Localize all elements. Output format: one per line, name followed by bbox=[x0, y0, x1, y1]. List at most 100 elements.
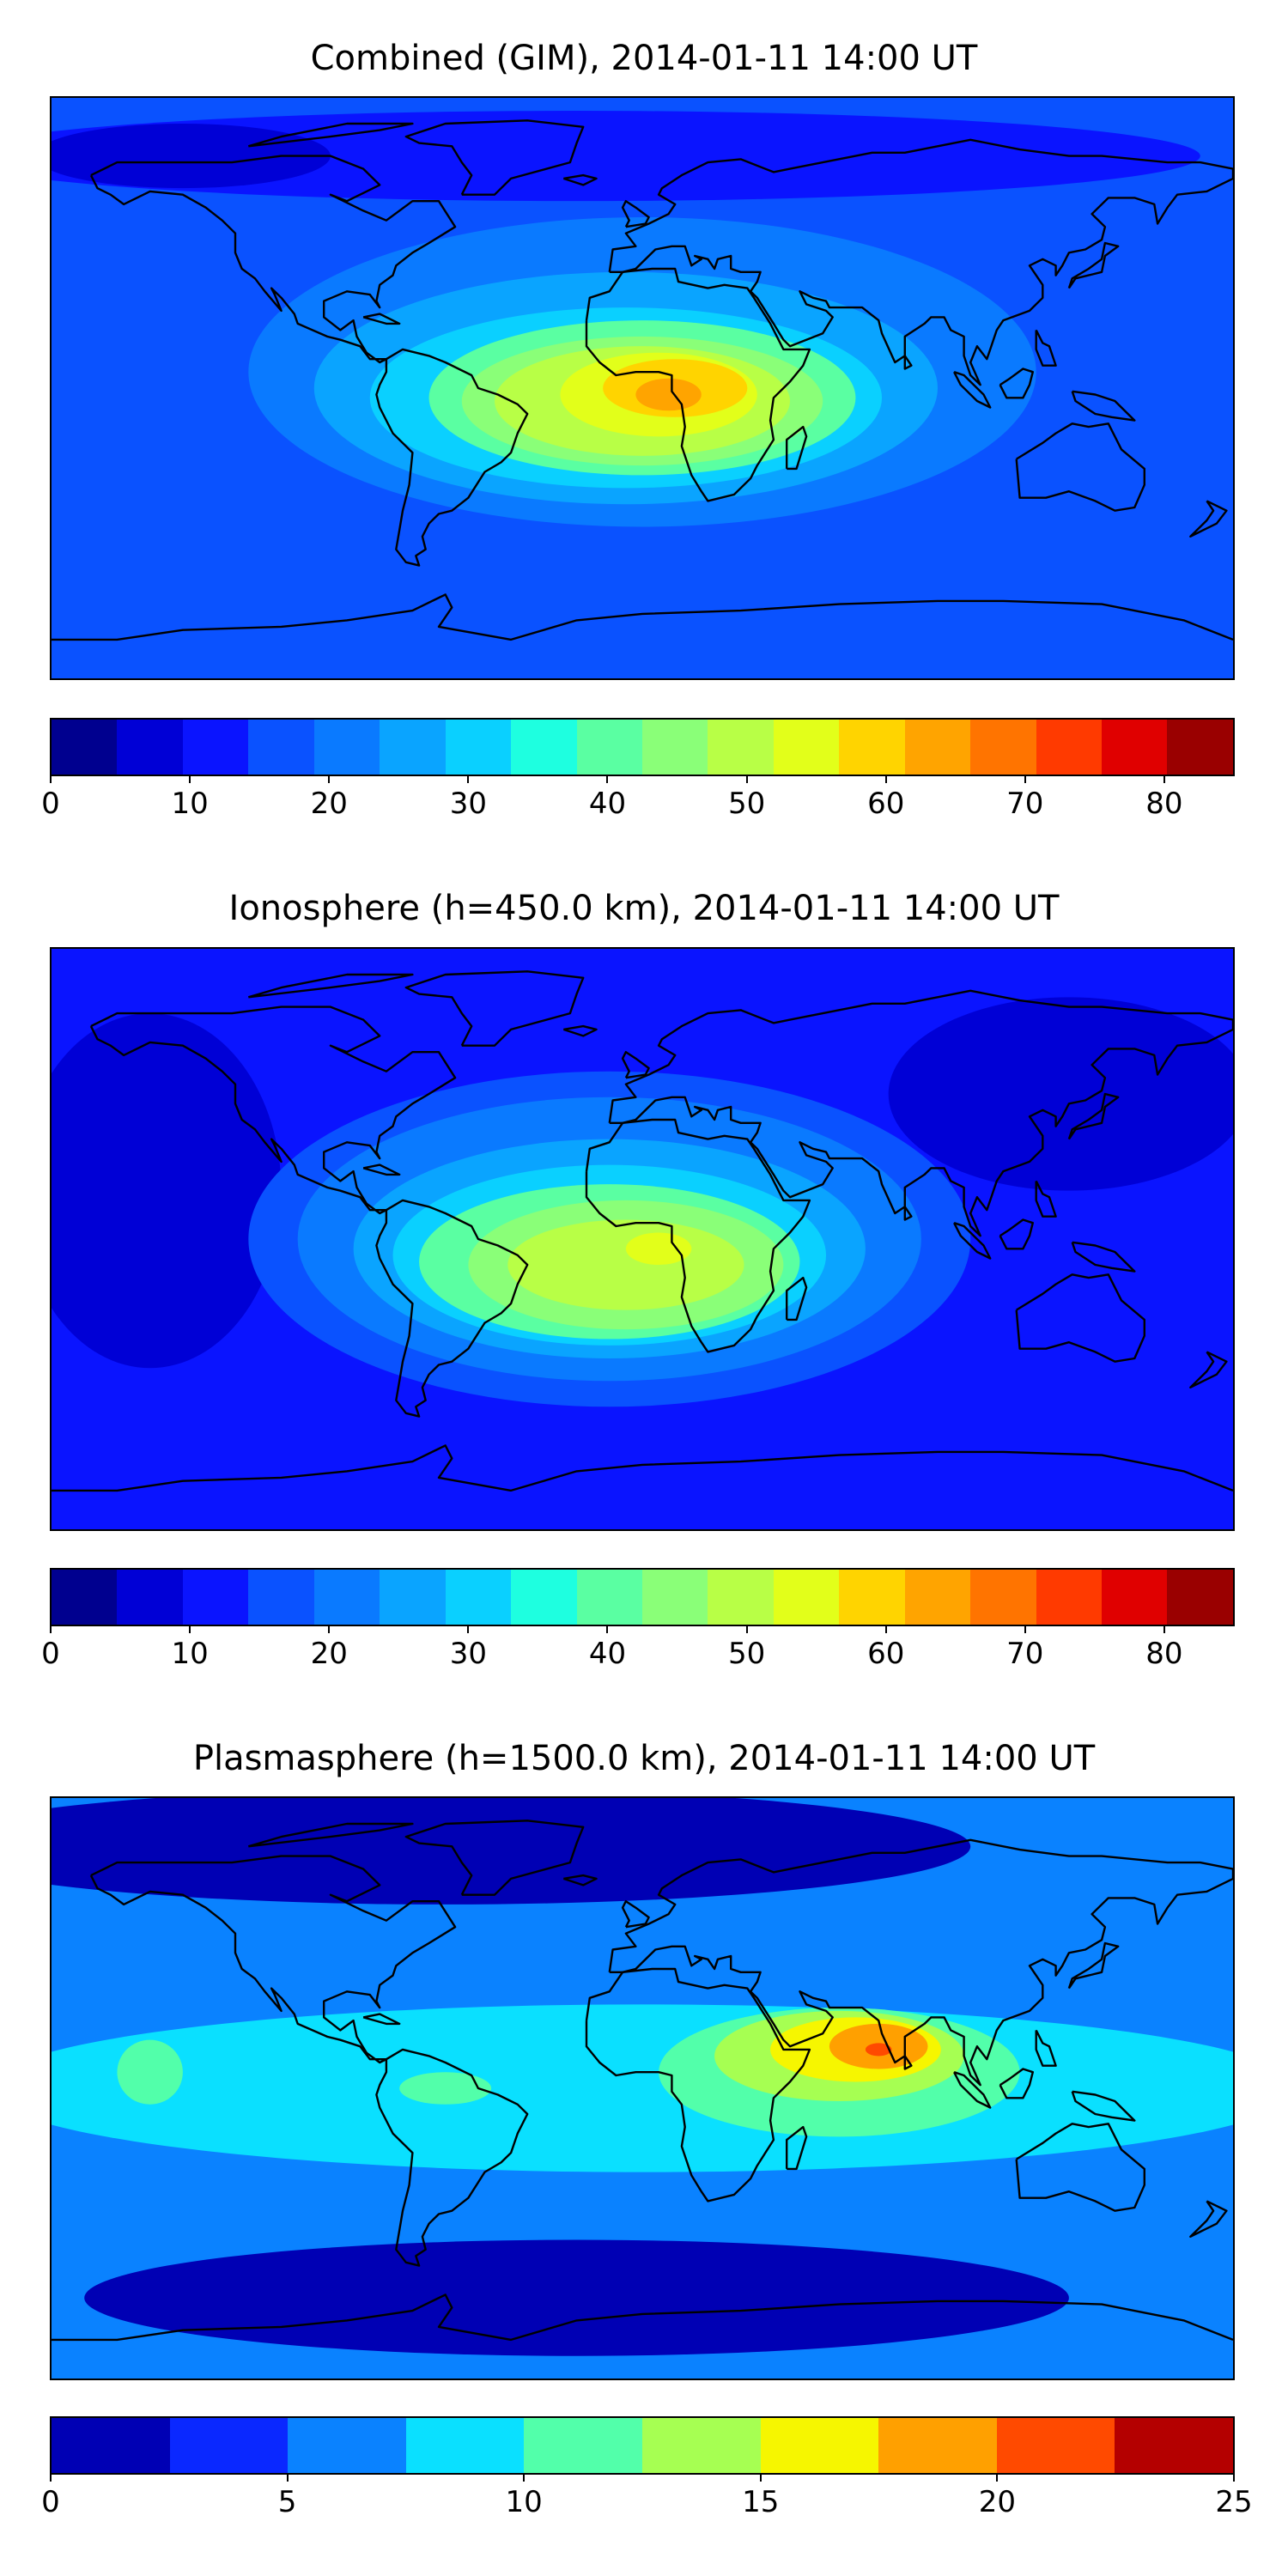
coastline-antarctica bbox=[52, 593, 1233, 641]
colorbar-segment bbox=[288, 2418, 406, 2473]
coastline-europe-asia bbox=[608, 989, 1233, 1237]
coastline-new-zealand bbox=[1189, 1351, 1228, 1388]
coastline-japan bbox=[1067, 1941, 1120, 1990]
coastline-sri-lanka bbox=[903, 1206, 913, 1221]
coastline-new-zealand bbox=[1189, 2200, 1228, 2238]
contour-level-7_5 bbox=[52, 2004, 1233, 2172]
colorbar-segment bbox=[445, 720, 512, 775]
coastline-new-guinea bbox=[1071, 1241, 1136, 1273]
colorbar-segment bbox=[1102, 1570, 1168, 1625]
coastline-antarctica bbox=[52, 2293, 1233, 2342]
colorbar-tick bbox=[1024, 775, 1026, 783]
colorbar-tick bbox=[759, 2473, 762, 2482]
colorbar-segment bbox=[1102, 720, 1168, 775]
colorbar-segment bbox=[641, 1570, 708, 1625]
coastlines bbox=[52, 1820, 1233, 2342]
coastline-cuba bbox=[362, 1163, 401, 1176]
colorbar-tick bbox=[467, 775, 470, 783]
colorbar-segment bbox=[182, 720, 249, 775]
map-canvas bbox=[52, 98, 1233, 678]
coastline-north-america bbox=[89, 155, 457, 364]
colorbar-segment bbox=[970, 720, 1036, 775]
coastlines bbox=[52, 119, 1233, 641]
coastline-new-zealand bbox=[1189, 500, 1228, 538]
colorbar-tick-label: 60 bbox=[867, 787, 905, 821]
coastline-europe-asia bbox=[608, 138, 1233, 386]
coastline-arctic-islands bbox=[247, 122, 414, 148]
coastline-south-america bbox=[375, 2048, 529, 2267]
coastline-philippines bbox=[1035, 1180, 1057, 1218]
coastline-philippines bbox=[1035, 2029, 1057, 2067]
coastline-madagascar bbox=[786, 2125, 808, 2171]
coastline-madagascar bbox=[786, 425, 808, 471]
coastline-greenland bbox=[404, 970, 585, 1047]
colorbar-tick-label: 20 bbox=[978, 2485, 1017, 2519]
colorbar-segment bbox=[1036, 720, 1102, 775]
coastline-arctic-islands bbox=[247, 973, 414, 999]
colorbar-tick-label: 70 bbox=[1006, 787, 1044, 821]
tec-field bbox=[52, 949, 1233, 1529]
coastline-north-america bbox=[89, 1005, 457, 1215]
coastline-philippines bbox=[1035, 329, 1057, 367]
colorbar-tick-label: 50 bbox=[727, 1637, 766, 1671]
colorbar-tick-label: 40 bbox=[588, 1637, 627, 1671]
contour-level-5 bbox=[888, 997, 1233, 1191]
colorbar-segment bbox=[313, 720, 380, 775]
colorbar-tick bbox=[189, 1625, 191, 1633]
colorbar-segment bbox=[405, 2418, 525, 2473]
coastline-iceland bbox=[562, 173, 598, 186]
colorbar-segment bbox=[511, 1570, 577, 1625]
coastline-new-guinea bbox=[1071, 390, 1136, 422]
coastline-australia bbox=[1015, 422, 1146, 512]
colorbar-ticks: 0 5 10 15 20 25 bbox=[41, 2473, 1253, 2524]
colorbar-segment bbox=[576, 720, 642, 775]
colorbar-tick-label: 50 bbox=[727, 787, 766, 821]
coastline-africa bbox=[585, 1967, 811, 2202]
coastline-new-guinea bbox=[1071, 2090, 1136, 2122]
colorbar-tick bbox=[1024, 1625, 1026, 1633]
colorbar-segment bbox=[524, 2418, 642, 2473]
colorbar-tick bbox=[50, 775, 52, 783]
colorbar-tick-label: 25 bbox=[1215, 2485, 1253, 2519]
coastline-antarctica bbox=[52, 1444, 1233, 1492]
coastline-iceland bbox=[562, 1024, 598, 1037]
colorbar-segment bbox=[380, 1570, 446, 1625]
colorbar-segment bbox=[117, 720, 183, 775]
colorbar-segment bbox=[1036, 1570, 1102, 1625]
colorbar-tick-label: 30 bbox=[449, 1637, 487, 1671]
colorbar-segment bbox=[248, 1570, 314, 1625]
colorbar-tick bbox=[606, 1625, 609, 1633]
colorbar-tick-label: 20 bbox=[310, 787, 348, 821]
colorbar-ticks: 0 10 20 30 40 50 60 70 80 bbox=[41, 1625, 1235, 1676]
colorbar bbox=[50, 1568, 1235, 1626]
colorbar-tick bbox=[189, 775, 191, 783]
coastline-australia bbox=[1015, 2123, 1146, 2212]
colorbar-segment bbox=[904, 720, 971, 775]
coastline-sri-lanka bbox=[903, 355, 913, 370]
colorbar-segment bbox=[576, 1570, 642, 1625]
colorbar-tick-label: 20 bbox=[310, 1637, 348, 1671]
coastline-australia bbox=[1015, 1273, 1146, 1363]
colorbar-tick-label: 40 bbox=[588, 787, 627, 821]
coastline-sumatra bbox=[953, 2071, 992, 2109]
colorbar-tick-label: 10 bbox=[171, 1637, 209, 1671]
colorbar-tick bbox=[884, 775, 887, 783]
colorbar-tick-label: 5 bbox=[277, 2485, 297, 2519]
contour-level-2_5 bbox=[52, 1798, 971, 1905]
colorbar-segment bbox=[248, 720, 314, 775]
colorbar-segment bbox=[117, 1570, 183, 1625]
colorbar-tick bbox=[1163, 775, 1165, 783]
colorbar-segment bbox=[182, 1570, 249, 1625]
coastline-north-america bbox=[89, 1855, 457, 2064]
coastline-south-america bbox=[375, 1199, 529, 1418]
colorbar-tick-label: 0 bbox=[41, 2485, 60, 2519]
colorbar-tick-label: 70 bbox=[1006, 1637, 1044, 1671]
tec-field bbox=[52, 1798, 1233, 2379]
panel-ionosphere: Ionosphere (h=450.0 km), 2014-01-11 14:0… bbox=[41, 889, 1235, 1676]
contour-level-2_5 bbox=[84, 2239, 1069, 2356]
coastline-uk bbox=[621, 199, 650, 228]
colorbar-segment bbox=[52, 720, 118, 775]
coastline-greenland bbox=[404, 119, 585, 196]
colorbar-segment bbox=[708, 720, 774, 775]
